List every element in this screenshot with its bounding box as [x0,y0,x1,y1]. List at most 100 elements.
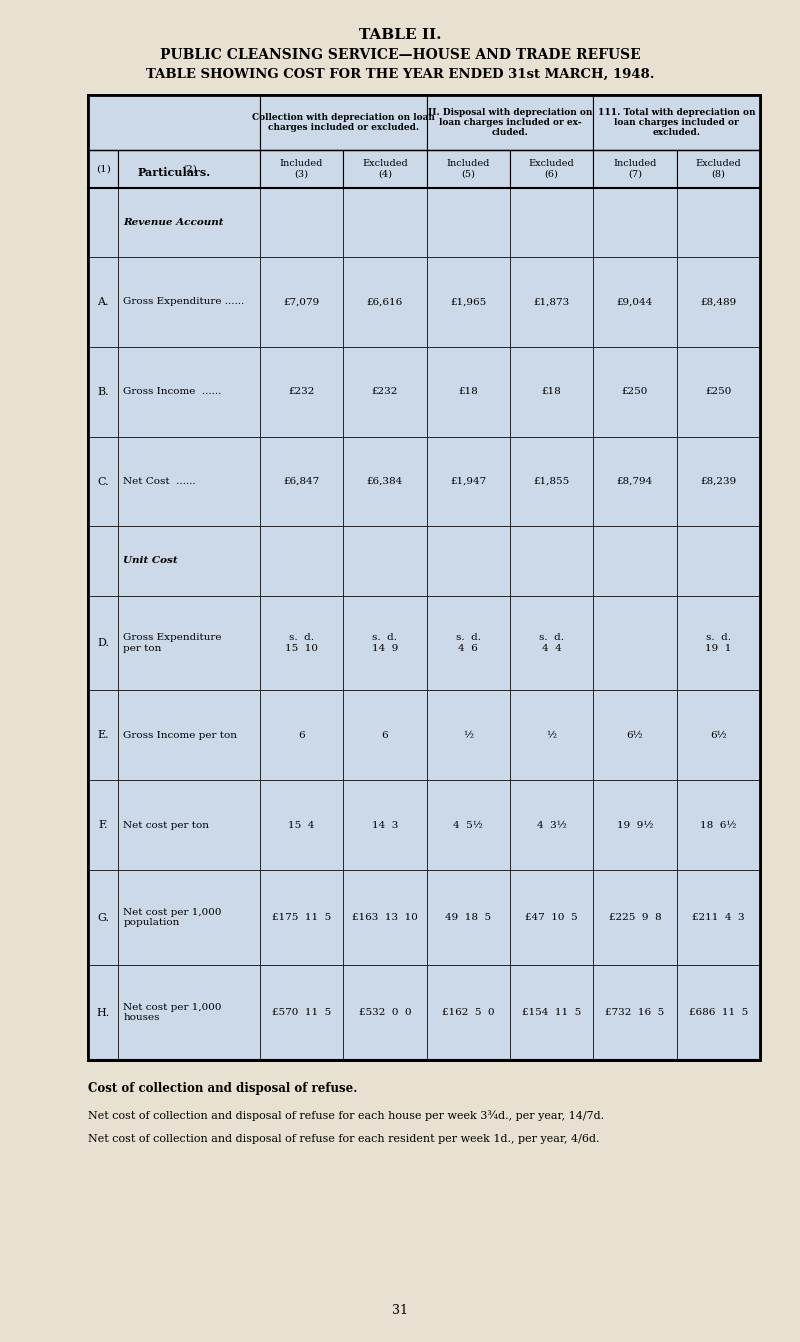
Bar [260,95,426,150]
Text: £570  11  5: £570 11 5 [272,1008,331,1017]
Bar [118,526,260,596]
Bar [426,150,510,188]
Bar [426,346,510,436]
Text: £686  11  5: £686 11 5 [689,1008,748,1017]
Bar [677,870,760,965]
Text: £18: £18 [458,388,478,396]
Bar [594,870,677,965]
Text: TABLE II.: TABLE II. [358,28,442,42]
Bar [260,436,343,526]
Bar [677,436,760,526]
Bar [260,258,343,346]
Text: 18  6½: 18 6½ [700,821,737,829]
Bar [594,596,677,691]
Bar [88,596,118,691]
Bar [118,436,260,526]
Text: £232: £232 [372,388,398,396]
Bar [343,870,426,965]
Text: £47  10  5: £47 10 5 [526,913,578,922]
Bar [260,526,343,596]
Text: £232: £232 [288,388,314,396]
Text: 4  3½: 4 3½ [537,821,566,829]
Text: Particulars.: Particulars. [138,168,210,178]
Text: Net Cost  ......: Net Cost ...... [123,476,196,486]
Bar [594,188,677,258]
Text: (1): (1) [96,165,110,173]
Text: £163  13  10: £163 13 10 [352,913,418,922]
Bar [260,780,343,870]
Bar [343,258,426,346]
Bar [426,188,510,258]
Text: D.: D. [98,637,110,648]
Bar [88,346,118,436]
Bar [118,780,260,870]
Text: Net cost per 1,000
population: Net cost per 1,000 population [123,907,222,927]
Text: £8,489: £8,489 [700,298,737,306]
Text: Included
(5): Included (5) [446,160,490,178]
Bar [510,150,594,188]
Text: £6,384: £6,384 [366,476,403,486]
Bar [343,691,426,780]
Bar [594,691,677,780]
Text: Excluded
(6): Excluded (6) [529,160,574,178]
Bar [677,691,760,780]
Bar [677,258,760,346]
Text: Unit Cost: Unit Cost [123,557,178,565]
Text: Cost of collection and disposal of refuse.: Cost of collection and disposal of refus… [88,1082,358,1095]
Bar [343,596,426,691]
Text: £8,794: £8,794 [617,476,653,486]
Text: £250: £250 [705,388,731,396]
Bar [343,346,426,436]
Bar [510,870,594,965]
Text: Excluded
(8): Excluded (8) [695,160,741,178]
Bar [118,965,260,1060]
Bar [343,526,426,596]
Bar [88,95,760,1060]
Text: ½: ½ [546,731,557,739]
Bar [426,870,510,965]
Text: (2): (2) [182,165,197,173]
Text: Revenue Account: Revenue Account [123,217,224,227]
Bar [426,780,510,870]
Bar [510,691,594,780]
Bar [260,188,343,258]
Text: C.: C. [98,476,109,487]
Text: £18: £18 [542,388,562,396]
Text: B.: B. [98,386,109,397]
Text: 14  3: 14 3 [372,821,398,829]
Bar [426,526,510,596]
Text: Gross Expenditure
per ton: Gross Expenditure per ton [123,633,222,652]
Text: £175  11  5: £175 11 5 [272,913,331,922]
Text: 49  18  5: 49 18 5 [445,913,491,922]
Text: 15  4: 15 4 [288,821,314,829]
Text: £162  5  0: £162 5 0 [442,1008,494,1017]
Bar [677,526,760,596]
Text: Net cost per 1,000
houses: Net cost per 1,000 houses [123,1002,222,1023]
Bar [594,965,677,1060]
Bar [510,346,594,436]
Bar [510,258,594,346]
Bar [88,95,260,188]
Text: Included
(7): Included (7) [614,160,657,178]
Bar [260,691,343,780]
Text: £250: £250 [622,388,648,396]
Bar [343,965,426,1060]
Bar [426,691,510,780]
Bar [677,150,760,188]
Bar [426,965,510,1060]
Text: 19  9½: 19 9½ [617,821,654,829]
Bar [594,346,677,436]
Bar [260,150,343,188]
Text: 31: 31 [392,1303,408,1317]
Bar [426,436,510,526]
Bar [118,596,260,691]
Text: A.: A. [98,297,109,307]
Bar [118,150,260,188]
Text: £154  11  5: £154 11 5 [522,1008,582,1017]
Bar [118,691,260,780]
Bar [88,691,118,780]
Bar [88,188,118,258]
Text: Included
(3): Included (3) [280,160,323,178]
Bar [118,870,260,965]
Bar [88,95,760,1060]
